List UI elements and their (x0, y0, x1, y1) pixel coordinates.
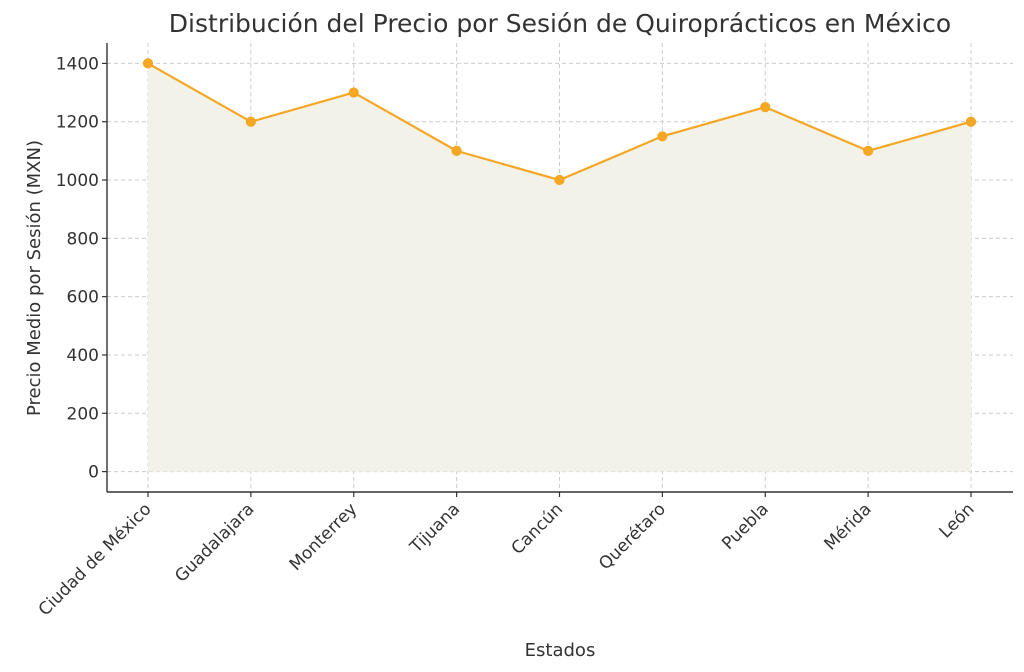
data-point-7 (863, 145, 874, 156)
x-ticks: Ciudad de México Guadalajara Monterrey Tiju… (35, 492, 979, 620)
y-tick-label-5: 1000 (56, 171, 99, 191)
y-tick-label-2: 400 (67, 346, 99, 366)
x-tick-label-8: León (936, 499, 979, 542)
data-point-8 (965, 116, 977, 127)
x-tick-label-2: Monterrey (286, 499, 362, 575)
chart-title: Distribución del Precio por Sesión de Qu… (169, 9, 951, 38)
y-ticks: 0 200 400 600 800 1000 1200 1400 (56, 54, 107, 483)
x-tick-label-5: Querétaro (595, 499, 670, 574)
data-point-0 (142, 58, 154, 69)
y-tick-label-3: 600 (67, 288, 99, 308)
y-tick-label-6: 1200 (56, 113, 99, 133)
x-tick-label-7: Mérida (820, 499, 875, 554)
y-tick-label-1: 200 (67, 404, 99, 424)
x-tick-label-1: Guadalajara (171, 499, 258, 586)
data-point-5 (657, 131, 668, 142)
x-tick-label-0: Ciudad de México (35, 499, 156, 620)
y-tick-label-0: 0 (88, 463, 99, 483)
data-point-2 (348, 87, 359, 98)
x-tick-label-4: Cancún (508, 499, 567, 558)
data-point-1 (245, 116, 256, 127)
data-point-4 (554, 174, 565, 186)
area-fill (148, 63, 971, 472)
data-points (142, 58, 977, 186)
x-tick-label-3: Tijuana (406, 499, 464, 557)
y-tick-label-7: 1400 (56, 54, 99, 74)
data-point-6 (760, 102, 771, 113)
y-tick-label-4: 800 (67, 229, 99, 249)
data-point-3 (451, 145, 462, 156)
x-axis-label: Estados (525, 640, 596, 661)
x-tick-label-6: Puebla (718, 499, 773, 554)
y-axis-label: Precio Medio por Sesión (MXN) (24, 140, 45, 416)
